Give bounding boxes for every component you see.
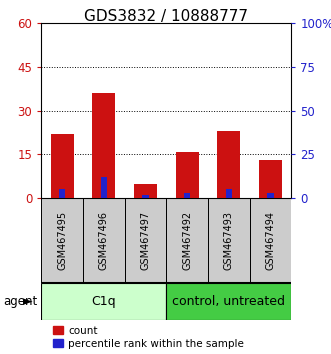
Bar [83,198,125,283]
Bar [41,283,166,320]
Text: C1q: C1q [92,295,116,308]
Bar [59,189,66,198]
Bar [51,134,74,198]
Legend: count, percentile rank within the sample: count, percentile rank within the sample [53,326,244,349]
Text: GSM467494: GSM467494 [265,211,275,270]
Bar [166,283,291,320]
Text: GSM467495: GSM467495 [57,211,67,270]
Bar [166,198,208,283]
Bar [208,198,250,283]
Bar [142,195,149,198]
Bar [41,198,83,283]
Bar [259,160,282,198]
Text: GDS3832 / 10888777: GDS3832 / 10888777 [83,9,248,24]
Text: control, untreated: control, untreated [172,295,285,308]
Bar [226,189,232,198]
Text: ►: ► [23,295,33,308]
Text: GSM467493: GSM467493 [224,211,234,270]
Bar [217,131,240,198]
Bar [184,193,190,198]
Bar [250,198,291,283]
Bar [267,193,274,198]
Text: GSM467497: GSM467497 [140,211,151,270]
Bar [101,177,107,198]
Bar [125,198,166,283]
Text: agent: agent [3,295,37,308]
Bar [176,152,199,198]
Bar [92,93,115,198]
Text: GSM467492: GSM467492 [182,211,192,270]
Text: GSM467496: GSM467496 [99,211,109,270]
Bar [134,184,157,198]
